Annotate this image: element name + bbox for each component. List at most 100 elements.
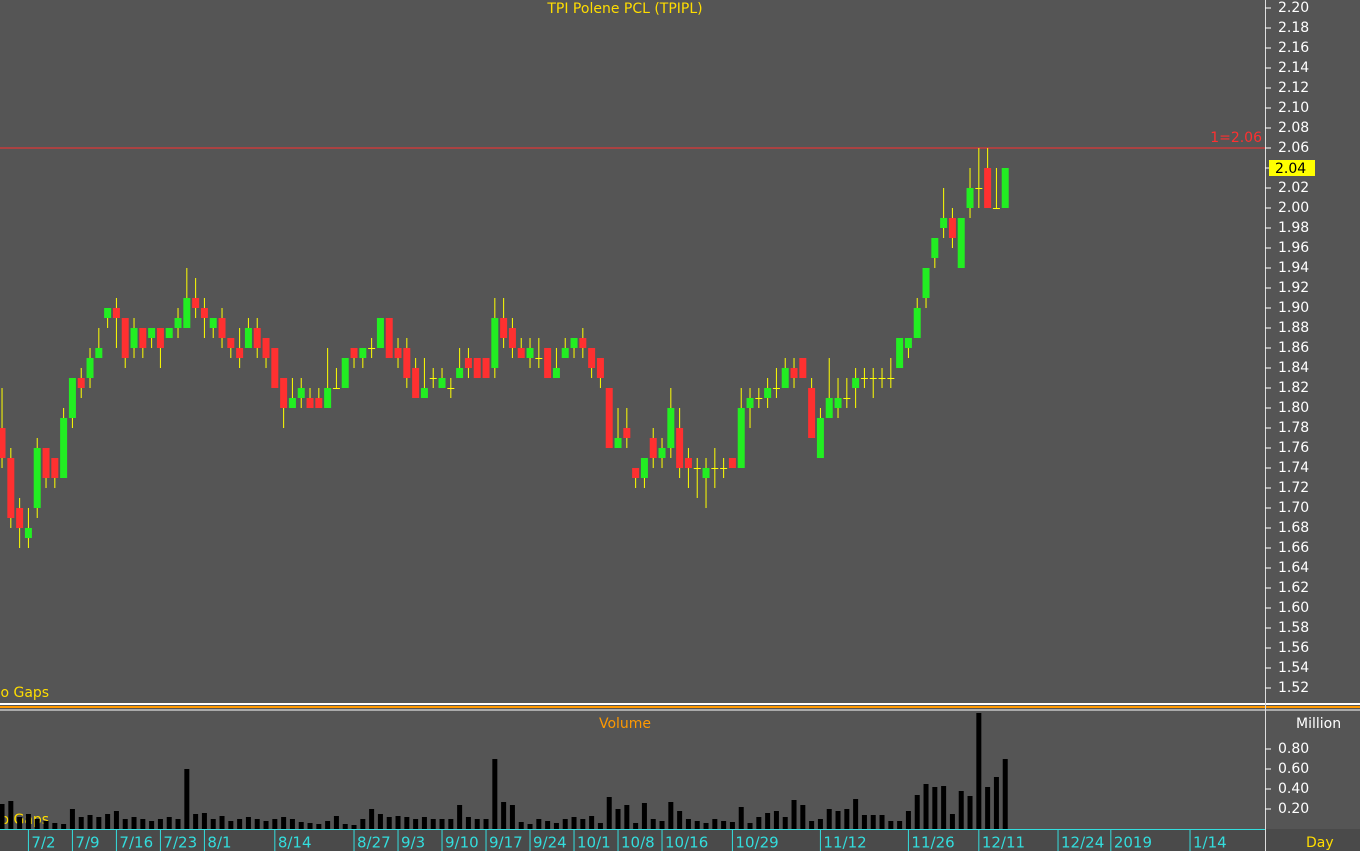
candle-body	[852, 378, 860, 388]
y-tick-label: 2.06	[1278, 140, 1309, 156]
candle-body	[341, 358, 349, 388]
y-tick-label: 2.08	[1278, 120, 1309, 136]
y-tick-label: 1.60	[1278, 600, 1309, 616]
candle-body	[359, 348, 367, 358]
volume-bar	[157, 819, 163, 829]
volume-bar	[659, 821, 665, 829]
volume-bar	[791, 800, 797, 829]
y-tick-label: 2.18	[1278, 20, 1309, 36]
candle-body	[271, 348, 279, 388]
candle-body	[684, 458, 692, 468]
candle-body	[482, 358, 490, 378]
volume-bar	[817, 819, 823, 829]
y-tick-label: 0.80	[1278, 741, 1309, 757]
volume-bar	[52, 823, 58, 829]
candle-body	[605, 388, 613, 448]
candle-body	[614, 438, 622, 448]
y-tick-label: 1.82	[1278, 380, 1309, 396]
volume-bar	[501, 802, 507, 829]
y-tick-label: 1.96	[1278, 240, 1309, 256]
candle-body	[368, 348, 376, 349]
candle-body	[526, 348, 534, 358]
candle-body	[183, 298, 191, 328]
volume-bar	[193, 814, 199, 829]
volume-bar	[131, 817, 137, 829]
x-tick-label: 9/3	[401, 834, 425, 851]
chart-title: TPI Polene PCL (TPIPL)	[546, 1, 702, 17]
candle-body	[720, 468, 728, 469]
candle-body	[218, 318, 226, 338]
candle-body	[517, 348, 525, 358]
volume-bar	[1002, 759, 1008, 829]
candle-body	[209, 318, 217, 328]
y-tick-label: 1.92	[1278, 280, 1309, 296]
candle-body	[429, 378, 437, 379]
volume-bar	[562, 819, 568, 829]
candle-body	[913, 308, 921, 338]
y-tick-label: 1.84	[1278, 360, 1309, 376]
candle-body	[711, 468, 719, 469]
candle-body	[623, 428, 631, 438]
candle-body	[7, 458, 15, 518]
candle-body	[658, 448, 666, 458]
candle-body	[77, 378, 85, 388]
candle-body	[165, 328, 173, 338]
candle-body	[931, 238, 939, 258]
volume-bar	[703, 823, 709, 829]
x-tick-label: 11/26	[911, 834, 954, 851]
volume-bar	[756, 817, 762, 829]
volume-bar	[738, 807, 744, 829]
x-tick-label: 10/8	[621, 834, 655, 851]
y-tick-label: 0.20	[1278, 801, 1309, 817]
volume-bar	[518, 822, 524, 829]
volume-bar	[888, 821, 894, 829]
volume-bar	[122, 819, 128, 829]
volume-bar	[149, 821, 155, 829]
volume-bar	[606, 797, 612, 829]
volume-bar	[34, 819, 40, 829]
candle-body	[456, 368, 464, 378]
volume-bar	[201, 813, 207, 829]
candle-body	[0, 428, 6, 458]
volume-bar	[897, 821, 903, 829]
candle-body	[948, 218, 956, 238]
candle-body	[33, 448, 41, 508]
y-tick-label: 1.62	[1278, 580, 1309, 596]
candle-body	[288, 398, 296, 408]
volume-bar	[861, 815, 867, 829]
candle-body	[280, 378, 288, 408]
candle-body	[156, 328, 164, 348]
volume-bar	[782, 817, 788, 829]
y-tick-label: 1.72	[1278, 480, 1309, 496]
volume-bar	[421, 817, 427, 829]
volume-bar	[545, 821, 551, 829]
volume-bar	[932, 787, 938, 829]
volume-bar	[729, 822, 735, 829]
volume-bar	[694, 821, 700, 829]
candle-body	[253, 328, 261, 348]
volume-bar	[69, 809, 75, 829]
candle-body	[816, 418, 824, 458]
volume-unit: Million	[1296, 716, 1341, 732]
volume-bar	[685, 819, 691, 829]
volume-bar	[25, 814, 31, 829]
volume-bar	[597, 823, 603, 829]
candle-body	[139, 328, 147, 348]
candle-body	[896, 338, 904, 368]
x-tick-label: 7/9	[75, 834, 99, 851]
y-tick-label: 2.20	[1278, 0, 1309, 16]
candle-body	[315, 398, 323, 408]
volume-bar	[853, 799, 859, 829]
y-tick-label: 1.58	[1278, 620, 1309, 636]
candle-body	[957, 218, 965, 268]
candle-body	[649, 438, 657, 458]
x-tick-label: 9/17	[489, 834, 523, 851]
candle-body	[121, 318, 129, 358]
candle-body	[544, 348, 552, 378]
x-tick-label: 1/14	[1193, 834, 1227, 851]
volume-bar	[580, 819, 586, 829]
candle-body	[764, 388, 772, 398]
candle-body	[42, 448, 50, 478]
candle-body	[227, 338, 235, 348]
